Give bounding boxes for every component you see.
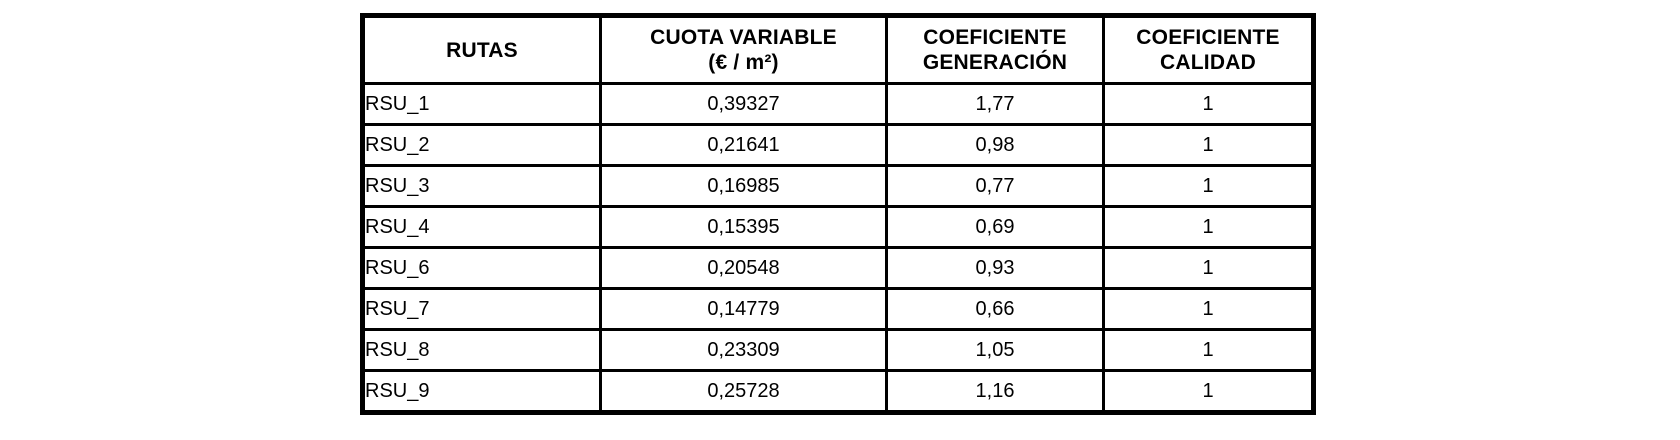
ruta-cell: RSU_2 bbox=[361, 123, 602, 167]
ruta-cell: RSU_7 bbox=[361, 287, 602, 331]
ruta-cell: RSU_3 bbox=[361, 164, 602, 208]
cuota-variable-cell: 0,23309 bbox=[599, 328, 888, 372]
coeficiente-calidad-cell: 1 bbox=[1102, 82, 1315, 126]
coeficiente-generacion-cell: 0,93 bbox=[885, 246, 1105, 290]
cuota-variable-cell: 0,39327 bbox=[599, 82, 888, 126]
column-header-rutas: RUTAS bbox=[361, 14, 602, 85]
column-header-cuota-variable: CUOTA VARIABLE (€ / m²) bbox=[599, 14, 888, 85]
column-header-label-line2: GENERACIÓN bbox=[922, 51, 1068, 74]
coeficiente-generacion-cell: 0,69 bbox=[885, 205, 1105, 249]
column-header-label-line2: (€ / m²) bbox=[708, 51, 779, 74]
cuota-variable-cell: 0,14779 bbox=[599, 287, 888, 331]
coeficiente-generacion-cell: 1,77 bbox=[885, 82, 1105, 126]
table-row: RSU_4 0,15395 0,69 1 bbox=[361, 205, 1315, 249]
header-row: RUTAS CUOTA VARIABLE (€ / m²) COEFICIENT… bbox=[361, 14, 1315, 85]
coeficiente-calidad-cell: 1 bbox=[1102, 287, 1315, 331]
coeficiente-calidad-cell: 1 bbox=[1102, 328, 1315, 372]
coeficiente-calidad-cell: 1 bbox=[1102, 164, 1315, 208]
cuota-variable-cell: 0,21641 bbox=[599, 123, 888, 167]
coeficiente-generacion-cell: 1,05 bbox=[885, 328, 1105, 372]
rates-table: RUTAS CUOTA VARIABLE (€ / m²) COEFICIENT… bbox=[360, 13, 1316, 415]
column-header-coeficiente-generacion: COEFICIENTE GENERACIÓN bbox=[885, 14, 1105, 85]
ruta-cell: RSU_9 bbox=[361, 369, 602, 414]
coeficiente-generacion-cell: 0,77 bbox=[885, 164, 1105, 208]
cuota-variable-cell: 0,15395 bbox=[599, 205, 888, 249]
column-header-label-line1: COEFICIENTE bbox=[923, 26, 1067, 49]
table-row: RSU_2 0,21641 0,98 1 bbox=[361, 123, 1315, 167]
cuota-variable-cell: 0,25728 bbox=[599, 369, 888, 414]
column-header-label-line1: COEFICIENTE bbox=[1136, 26, 1280, 49]
coeficiente-generacion-cell: 0,98 bbox=[885, 123, 1105, 167]
coeficiente-calidad-cell: 1 bbox=[1102, 369, 1315, 414]
table-row: RSU_6 0,20548 0,93 1 bbox=[361, 246, 1315, 290]
column-header-coeficiente-calidad: COEFICIENTE CALIDAD bbox=[1102, 14, 1315, 85]
ruta-cell: RSU_8 bbox=[361, 328, 602, 372]
coeficiente-calidad-cell: 1 bbox=[1102, 205, 1315, 249]
coeficiente-generacion-cell: 0,66 bbox=[885, 287, 1105, 331]
table-row: RSU_8 0,23309 1,05 1 bbox=[361, 328, 1315, 372]
table-row: RSU_3 0,16985 0,77 1 bbox=[361, 164, 1315, 208]
coeficiente-calidad-cell: 1 bbox=[1102, 246, 1315, 290]
column-header-label: RUTAS bbox=[446, 38, 518, 62]
column-header-label-line1: CUOTA VARIABLE bbox=[650, 26, 837, 49]
cuota-variable-cell: 0,16985 bbox=[599, 164, 888, 208]
coeficiente-generacion-cell: 1,16 bbox=[885, 369, 1105, 414]
ruta-cell: RSU_6 bbox=[361, 246, 602, 290]
rates-table-container: RUTAS CUOTA VARIABLE (€ / m²) COEFICIENT… bbox=[360, 13, 1316, 415]
column-header-label-line2: CALIDAD bbox=[1160, 51, 1256, 74]
table-row: RSU_1 0,39327 1,77 1 bbox=[361, 82, 1315, 126]
ruta-cell: RSU_4 bbox=[361, 205, 602, 249]
table-row: RSU_9 0,25728 1,16 1 bbox=[361, 369, 1315, 414]
ruta-cell: RSU_1 bbox=[361, 82, 602, 126]
cuota-variable-cell: 0,20548 bbox=[599, 246, 888, 290]
coeficiente-calidad-cell: 1 bbox=[1102, 123, 1315, 167]
table-row: RSU_7 0,14779 0,66 1 bbox=[361, 287, 1315, 331]
